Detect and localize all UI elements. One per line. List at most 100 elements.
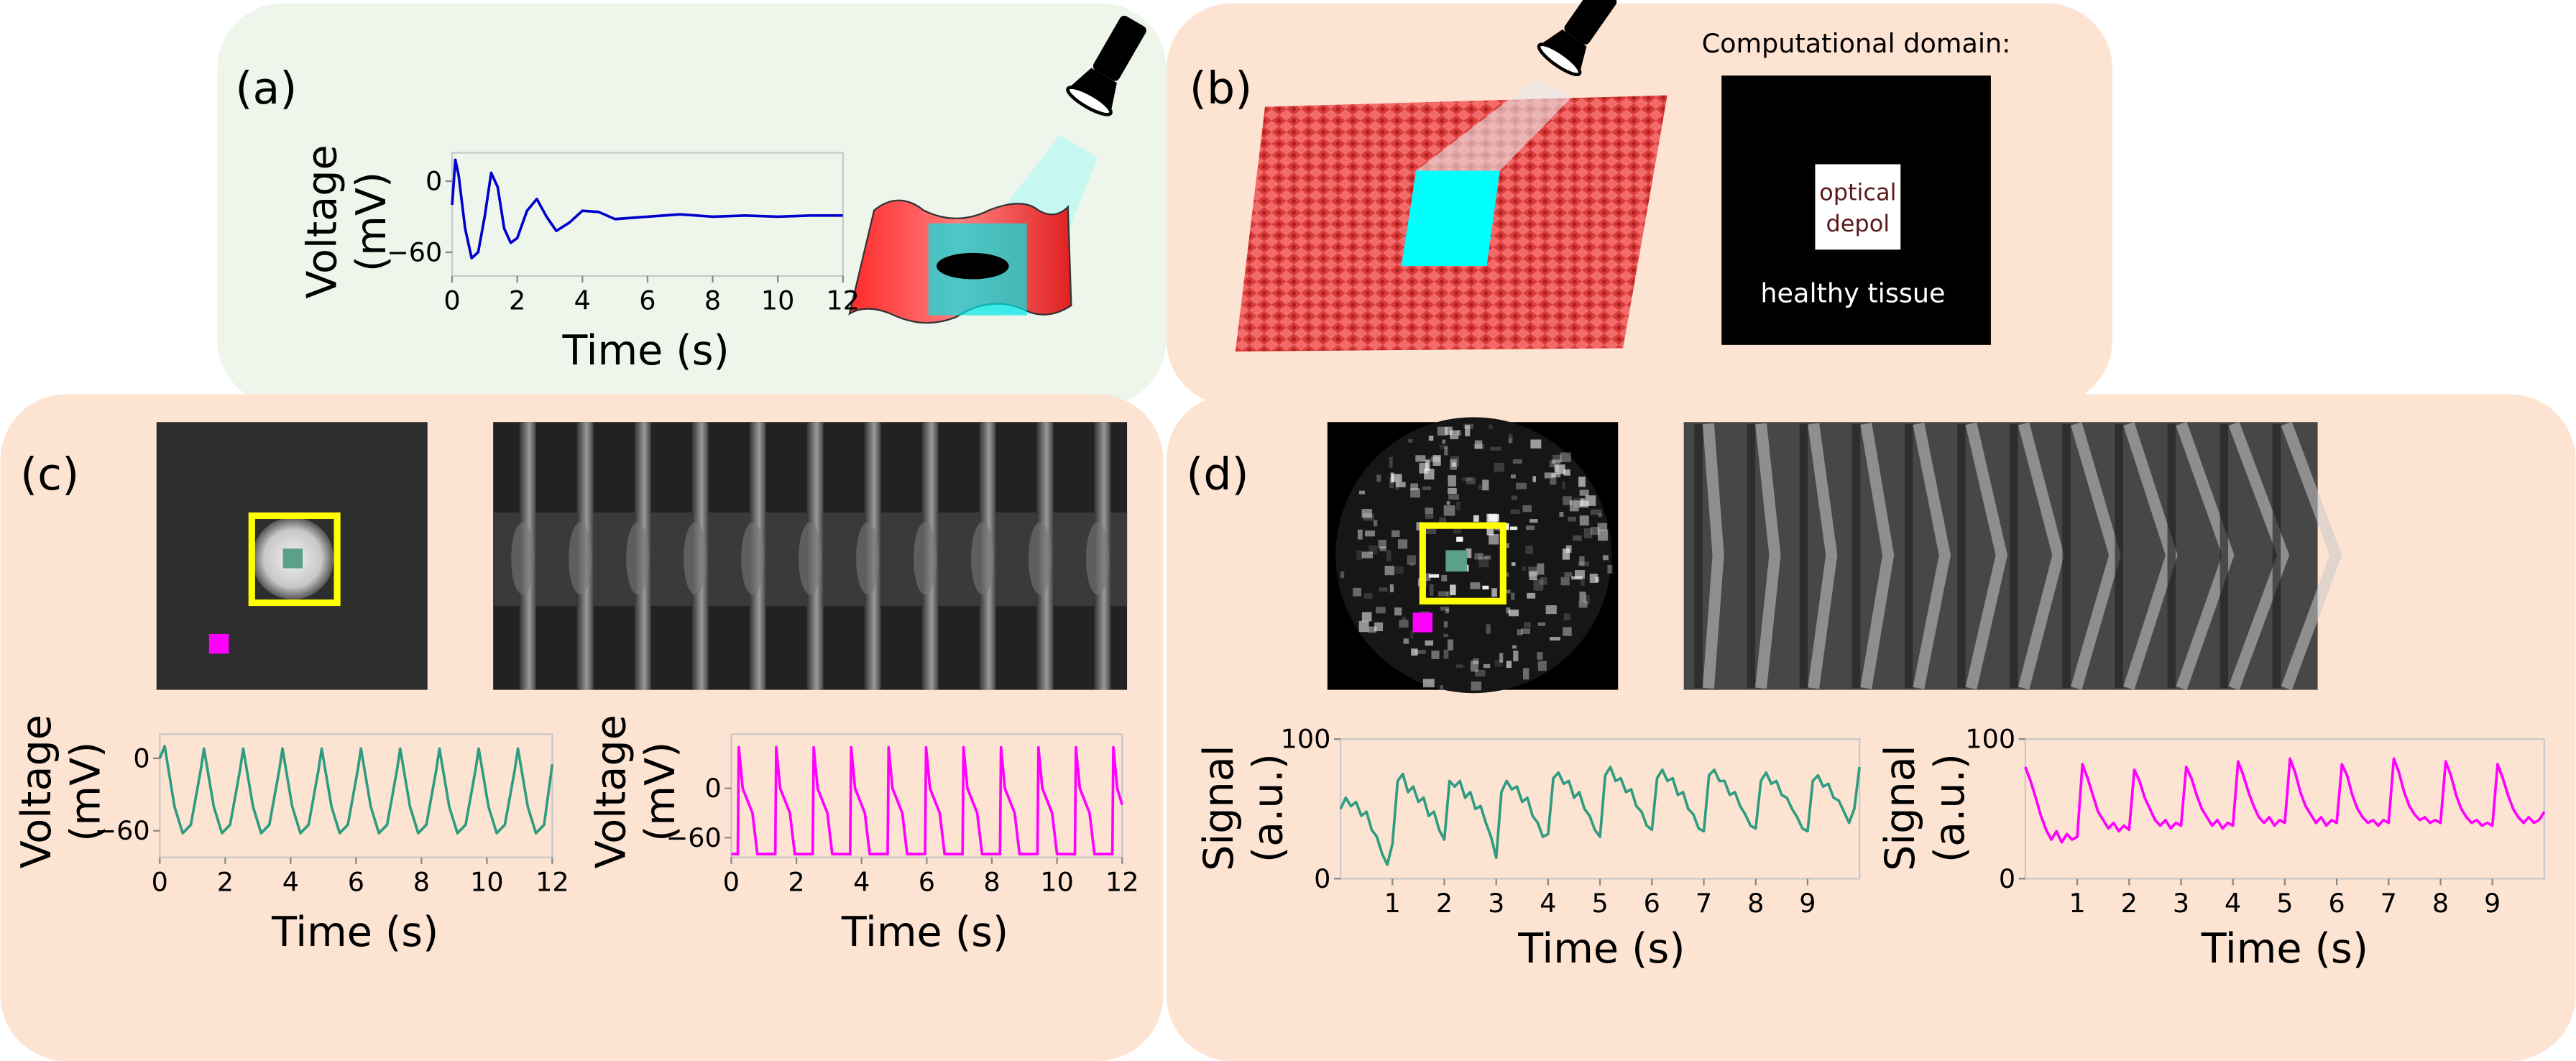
- speckle: [1425, 459, 1430, 471]
- y-tick-label: 0: [1999, 863, 2015, 894]
- speckle: [1445, 608, 1450, 614]
- speckle: [1429, 584, 1434, 596]
- speckle: [1504, 589, 1511, 594]
- speckle: [1445, 426, 1453, 435]
- panel-label: (d): [1186, 449, 1248, 500]
- x-tick-label: 2: [2121, 888, 2138, 919]
- speckle: [1470, 582, 1481, 589]
- speckle: [1474, 670, 1486, 677]
- speckle: [1511, 592, 1515, 600]
- speckle: [1499, 653, 1504, 663]
- y-axis-label: Voltage: [588, 715, 635, 868]
- speckle: [1441, 575, 1448, 582]
- y-axis-label: Voltage: [299, 144, 346, 298]
- speckle: [1358, 490, 1366, 495]
- wave-bulge: [971, 522, 995, 595]
- speckle: [1537, 623, 1546, 626]
- speckle: [1448, 494, 1459, 500]
- speckle: [1376, 474, 1381, 482]
- speckle: [1562, 481, 1565, 490]
- speckle: [1552, 459, 1561, 464]
- x-tick-label: 10: [1040, 866, 1074, 897]
- speckle: [1446, 501, 1450, 505]
- roi-outside: [208, 633, 229, 654]
- x-tick-label: 8: [413, 866, 430, 897]
- kymograph: [493, 422, 1128, 690]
- speckle: [1445, 591, 1451, 597]
- speckle: [1425, 640, 1434, 646]
- speckle: [1361, 509, 1372, 518]
- speckle: [1510, 509, 1520, 515]
- speckle: [1415, 455, 1426, 462]
- x-tick-label: 2: [217, 866, 234, 897]
- speckle: [1544, 472, 1556, 479]
- speckle: [1550, 637, 1560, 641]
- speckle: [1399, 620, 1409, 628]
- region-label: depol: [1826, 210, 1890, 237]
- x-axis-label: Time (s): [1517, 925, 1685, 973]
- signal-line: [158, 745, 554, 835]
- speckle: [1373, 520, 1378, 527]
- y-axis-label: (a.u.): [1926, 753, 1974, 863]
- speckle: [1374, 622, 1384, 632]
- speckle: [1597, 523, 1607, 531]
- domain-title: Computational domain:: [1702, 28, 2011, 59]
- wave-chevron: [2281, 421, 2342, 691]
- speckle: [1537, 652, 1543, 660]
- speckle: [1390, 472, 1394, 483]
- y-tick-label: 0: [704, 773, 721, 804]
- speckle: [1455, 664, 1463, 668]
- speckle: [1527, 592, 1536, 599]
- x-tick-label: 10: [470, 866, 504, 897]
- wave-bulge: [741, 522, 765, 595]
- speckle: [1478, 484, 1482, 490]
- wave-chevron: [1808, 423, 1838, 689]
- speckle: [1554, 464, 1560, 472]
- signal-line: [2024, 757, 2546, 844]
- x-tick-label: 7: [1696, 888, 1712, 919]
- speckle: [1568, 516, 1576, 522]
- speckle: [1517, 629, 1523, 635]
- speckle: [1552, 454, 1562, 463]
- speckle: [1508, 437, 1512, 443]
- speckle: [1559, 511, 1564, 517]
- y-tick-label: −60: [387, 236, 442, 267]
- speckle: [1578, 601, 1588, 608]
- speckle: [1516, 482, 1527, 490]
- speckle: [1510, 474, 1516, 479]
- speckle: [1579, 515, 1589, 526]
- speckle: [1563, 613, 1570, 621]
- x-tick-label: 9: [2484, 888, 2501, 919]
- speckle: [1504, 543, 1509, 548]
- y-tick-label: 100: [1281, 724, 1331, 755]
- camera-speckle: [1335, 417, 1613, 694]
- speckle: [1443, 633, 1448, 638]
- x-tick-label: 12: [827, 285, 860, 316]
- speckle: [1482, 585, 1489, 589]
- speckle: [1494, 660, 1503, 667]
- x-tick-label: 4: [853, 866, 870, 897]
- speckle: [1488, 514, 1499, 522]
- speckle: [1595, 577, 1600, 582]
- wave-chevron: [1860, 423, 1895, 689]
- speckle: [1560, 577, 1570, 586]
- wave-bulge: [799, 522, 822, 595]
- roi-box: [248, 512, 341, 607]
- speckle: [1549, 460, 1556, 468]
- speckle: [1530, 519, 1538, 523]
- speckle: [1482, 479, 1489, 491]
- speckle: [1455, 501, 1460, 510]
- speckle: [1569, 500, 1579, 512]
- speckle: [1353, 587, 1362, 597]
- x-axis-label: Time (s): [562, 327, 730, 375]
- speckle: [1513, 651, 1519, 661]
- y-axis-label: (mV): [63, 742, 110, 842]
- flashlight: [1537, 0, 1617, 77]
- speckle: [1409, 562, 1414, 567]
- x-tick-label: 4: [2225, 888, 2241, 919]
- speckle: [1450, 430, 1459, 440]
- speckle: [1424, 469, 1435, 480]
- wave-bulge: [511, 522, 535, 595]
- speckle: [1494, 462, 1505, 472]
- speckle: [1578, 561, 1590, 566]
